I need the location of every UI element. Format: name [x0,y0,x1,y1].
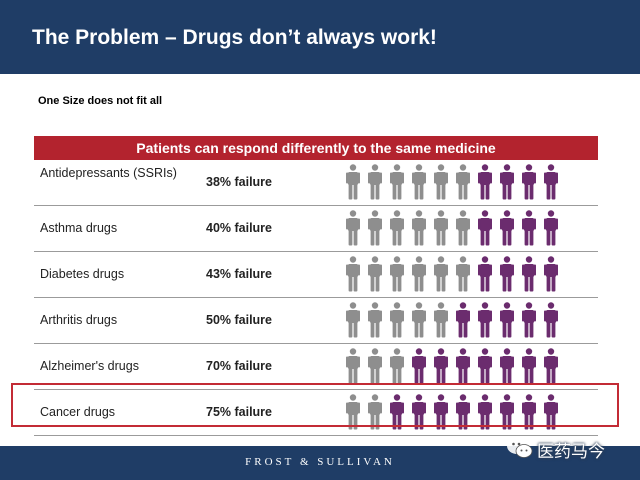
responder-patient-icon [390,302,404,338]
responder-patient-icon [390,164,404,200]
drug-label: Diabetes drugs [40,267,125,281]
failure-patient-icon [500,164,514,200]
wechat-icon [507,438,533,458]
failure-patient-icon [500,256,514,292]
failure-patient-icon [478,348,492,384]
table-row: Alzheimer's drugs 70% failure [34,344,598,389]
row-divider [34,297,598,298]
row-divider [34,389,598,390]
failure-label: 50% failure [206,313,273,327]
responder-patient-icon [390,256,404,292]
failure-patient-icon [434,348,448,384]
title-bar [0,0,640,74]
responder-patient-icon [346,256,360,292]
failure-patient-icon [478,256,492,292]
responder-patient-icon [346,302,360,338]
failure-patient-icon [522,164,536,200]
failure-patient-icon [500,210,514,246]
table-row: Cancer drugs 75% failure [34,390,598,435]
failure-patient-icon [456,302,470,338]
responder-patient-icon [412,302,426,338]
responder-patient-icon [368,348,382,384]
responder-patient-icon [346,210,360,246]
slide-title: The Problem – Drugs don’t always work! [32,26,437,49]
patient-figures [346,302,566,338]
failure-patient-icon [544,348,558,384]
responder-patient-icon [456,164,470,200]
table-row: Antidepressants (SSRIs) 38% failure [34,160,598,205]
drug-label: Alzheimer's drugs [40,359,139,373]
responder-patient-icon [434,256,448,292]
row-divider [34,205,598,206]
failure-label: 38% failure [206,175,273,189]
failure-patient-icon [478,302,492,338]
responder-patient-icon [368,256,382,292]
drug-label: Asthma drugs [40,221,118,235]
responder-patient-icon [368,210,382,246]
patient-figures [346,348,566,384]
table-row: Asthma drugs 40% failure [34,206,598,251]
patient-figures [346,394,566,430]
responder-patient-icon [412,164,426,200]
responder-patient-icon [368,302,382,338]
failure-patient-icon [522,256,536,292]
drug-label: Arthritis drugs [40,313,118,327]
failure-rate-table: Patients can respond differently to the … [34,136,598,436]
footer-brand: FROST & SULLIVAN [245,456,395,468]
responder-patient-icon [390,348,404,384]
cancer-row-highlight [11,383,619,427]
responder-patient-icon [434,164,448,200]
patient-figures [346,256,566,292]
table-header: Patients can respond differently to the … [34,136,598,160]
failure-label: 43% failure [206,267,273,281]
failure-patient-icon [544,302,558,338]
failure-patient-icon [500,348,514,384]
responder-patient-icon [412,210,426,246]
failure-patient-icon [522,348,536,384]
table-row: Arthritis drugs 50% failure [34,298,598,343]
drug-label: Antidepressants (SSRIs) [40,166,177,180]
failure-patient-icon [544,394,558,430]
responder-patient-icon [368,164,382,200]
patient-figures [346,164,566,200]
slide-subtitle: One Size does not fit all [38,95,163,107]
failure-patient-icon [500,394,514,430]
footer-bar [0,446,640,480]
responder-patient-icon [346,164,360,200]
responder-patient-icon [456,210,470,246]
failure-patient-icon [500,302,514,338]
drug-label: Cancer drugs [40,405,116,419]
table-row: Diabetes drugs 43% failure [34,252,598,297]
watermark-text: 医药马今 [537,442,605,462]
responder-patient-icon [434,210,448,246]
row-divider [34,435,598,436]
row-divider [34,251,598,252]
failure-label: 40% failure [206,221,273,235]
row-divider [34,343,598,344]
failure-label: 70% failure [206,359,273,373]
failure-patient-icon [522,210,536,246]
failure-patient-icon [544,210,558,246]
failure-patient-icon [544,164,558,200]
failure-patient-icon [478,210,492,246]
responder-patient-icon [390,210,404,246]
responder-patient-icon [412,256,426,292]
failure-label: 75% failure [206,405,273,419]
failure-patient-icon [434,394,448,430]
watermark: 医药马今 [505,434,635,464]
failure-patient-icon [544,256,558,292]
failure-patient-icon [456,348,470,384]
failure-patient-icon [522,302,536,338]
patient-figures [346,210,566,246]
responder-patient-icon [434,302,448,338]
failure-patient-icon [478,164,492,200]
responder-patient-icon [456,256,470,292]
responder-patient-icon [346,348,360,384]
failure-patient-icon [412,348,426,384]
